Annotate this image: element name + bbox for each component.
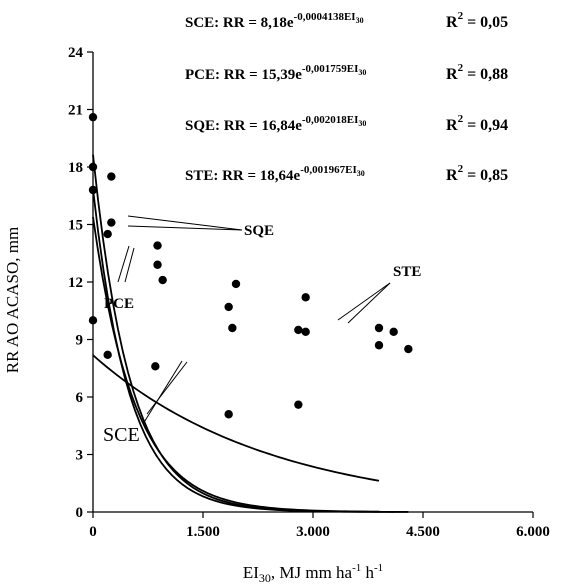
data-point: [88, 316, 98, 325]
data-point: [404, 344, 413, 354]
y-tick-label: 12: [68, 275, 83, 291]
data-point: [301, 327, 310, 337]
y-tick-label: 3: [76, 448, 84, 464]
equation-ste: STE: RR = 18,64e-0,001967EI30 R2 = 0,85: [185, 163, 508, 184]
x-tick-label: 0: [89, 524, 97, 540]
curve-label-pce: PCE: [104, 296, 134, 312]
data-point: [153, 260, 162, 269]
data-point: [231, 279, 241, 289]
curve-sce: [92, 354, 380, 482]
y-tick-label: 21: [68, 103, 83, 119]
y-tick-label: 6: [76, 390, 84, 406]
data-point: [389, 327, 398, 337]
svg-text:PCE: RR = 15,39e-0,001759EI30: PCE: RR = 15,39e-0,001759EI30: [185, 63, 366, 83]
x-label-main: EI: [243, 563, 259, 582]
data-point: [103, 350, 112, 360]
y-axis-label: RR AO ACASO, mm: [3, 227, 22, 373]
data-point: [107, 172, 116, 181]
data-point: [107, 218, 116, 227]
ste-leader-2: [347, 282, 391, 324]
x-tick-label: 3.000: [296, 524, 330, 540]
data-point: [153, 241, 162, 250]
y-tick-label: 0: [76, 505, 84, 521]
data-point: [294, 400, 303, 409]
ste-leader-1: [337, 282, 391, 321]
data-point: [294, 325, 303, 335]
svg-text:STE: RR = 18,64e-0,001967EI30: STE: RR = 18,64e-0,001967EI30: [185, 164, 365, 184]
sce-leader-2: [146, 361, 188, 415]
svg-text:SCE: RR = 8,18e-0,0004138EI30: SCE: RR = 8,18e-0,0004138EI30: [185, 11, 364, 31]
data-point: [301, 293, 310, 302]
equation-sce: SCE: RR = 8,18e-0,0004138EI30 R2 = 0,05: [185, 10, 508, 31]
data-point: [228, 323, 237, 333]
x-label-exp1: -1: [352, 562, 361, 574]
equation-sqe: SQE: RR = 16,84e-0,002018EI30 R2 = 0,94: [185, 113, 508, 134]
x-label-exp2: -1: [374, 562, 383, 574]
svg-text:R2 = 0,88: R2 = 0,88: [446, 62, 508, 83]
data-point: [158, 275, 167, 285]
sqe-leader-2: [127, 225, 243, 231]
x-tick-label: 4.500: [406, 524, 440, 540]
curve-label-ste: STE: [393, 264, 421, 280]
y-tick-label: 9: [76, 333, 84, 349]
curve-label-sqe: SQE: [244, 223, 274, 239]
svg-text:R2 = 0,94: R2 = 0,94: [446, 113, 508, 134]
data-point: [374, 323, 384, 333]
pce-leader-2: [124, 247, 135, 283]
x-label-sub: 30: [259, 571, 271, 584]
sqe-leader-1: [127, 215, 243, 231]
curve-label-sce: SCE: [103, 424, 140, 446]
svg-text:SQE: RR = 16,84e-0,002018EI30: SQE: RR = 16,84e-0,002018EI30: [185, 114, 366, 134]
y-tick-label: 24: [68, 45, 84, 61]
label-leaders: [117, 215, 391, 425]
data-point: [88, 162, 98, 172]
data-point: [151, 362, 160, 371]
x-tick-label: 6.000: [516, 524, 550, 540]
x-tick-label: 1.500: [186, 524, 220, 540]
x-label-tail: , MJ mm ha: [271, 563, 353, 582]
pce-leader-1: [117, 245, 130, 283]
data-point: [88, 185, 98, 195]
svg-text:R2 = 0,85: R2 = 0,85: [446, 163, 508, 184]
x-axis-label: EI30, MJ mm ha-1 h-1: [243, 562, 383, 584]
data-point: [224, 302, 233, 312]
data-point: [88, 112, 98, 122]
data-point: [224, 410, 233, 419]
y-tick-label: 18: [68, 160, 83, 176]
svg-text:R2 = 0,05: R2 = 0,05: [446, 10, 508, 31]
curve-ste: [92, 154, 394, 513]
y-tick-label: 15: [68, 218, 83, 234]
equation-pce: PCE: RR = 15,39e-0,001759EI30 R2 = 0,88: [185, 62, 508, 83]
x-label-h: h: [361, 563, 374, 582]
data-point: [103, 229, 112, 239]
data-point: [374, 341, 384, 350]
sce-leader-1: [142, 360, 183, 425]
curve-pce: [92, 216, 380, 513]
